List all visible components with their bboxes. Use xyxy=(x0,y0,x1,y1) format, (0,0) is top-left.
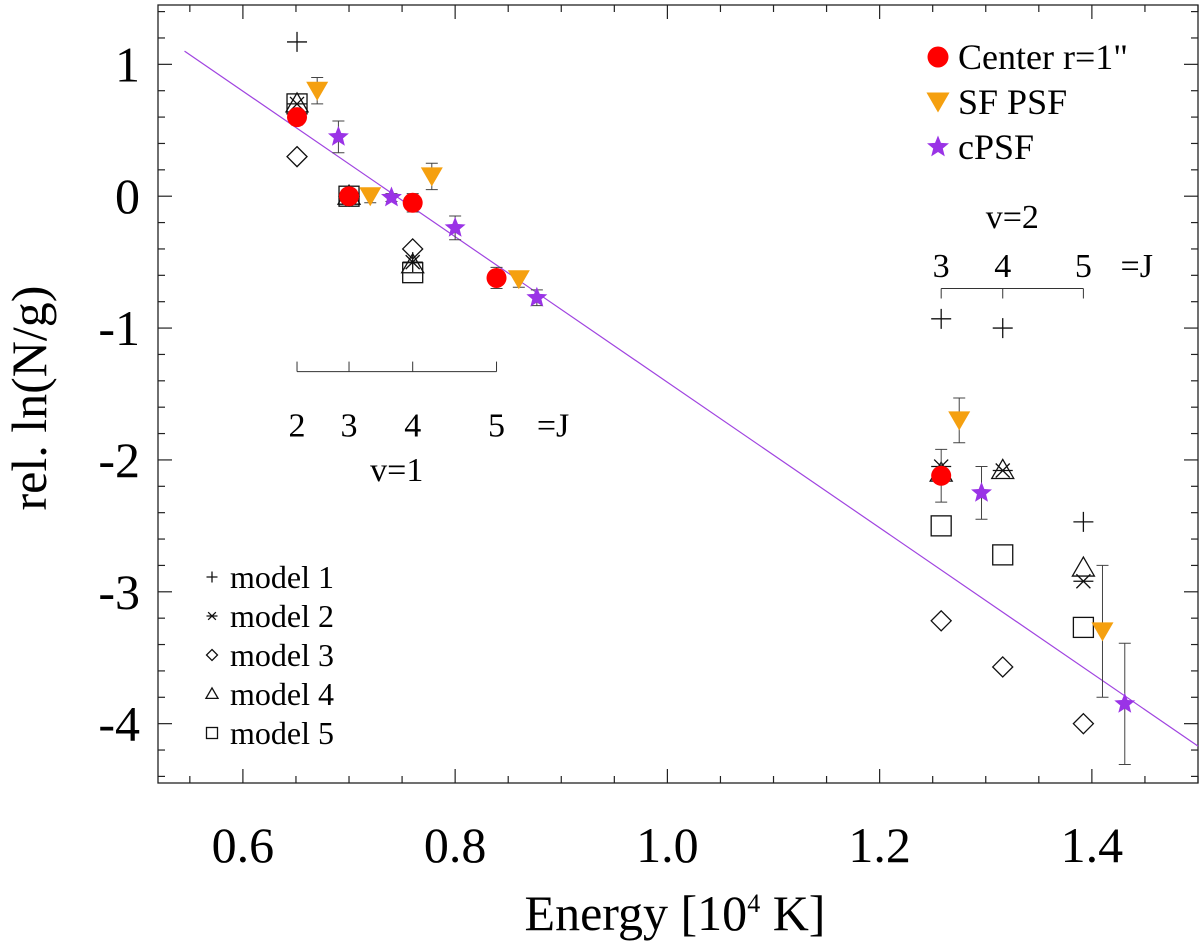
data-point xyxy=(1072,616,1095,639)
legend-label: model 3 xyxy=(230,637,334,673)
data-point xyxy=(402,192,423,213)
plot-frame-group xyxy=(157,4,1199,784)
data-point xyxy=(420,167,443,187)
data-point xyxy=(401,238,424,260)
data-point xyxy=(948,411,971,431)
vibrational-level-label: v=1 xyxy=(370,452,423,489)
x-axis-label: Energy [104 K] xyxy=(525,885,826,941)
data-point xyxy=(1071,555,1096,577)
data-point xyxy=(402,262,424,284)
j-label: 3 xyxy=(933,248,950,285)
legend-marker xyxy=(206,611,218,621)
y-tick-label: -2 xyxy=(98,432,140,488)
y-axis-label: rel. ln(N/g) xyxy=(1,286,57,511)
j-label: 2 xyxy=(289,407,306,444)
data-point xyxy=(992,544,1014,566)
data-point xyxy=(990,458,1015,480)
series-sf-psf xyxy=(306,77,1114,698)
data-point xyxy=(486,267,507,288)
data-point xyxy=(931,465,952,486)
fit-line xyxy=(184,50,1199,747)
annotation-group: 2 3 4 5 =Jv=13 4 5 =Jv=2 xyxy=(289,199,1153,489)
x-tick-label: 1.4 xyxy=(1061,817,1124,873)
legend-marker xyxy=(927,46,949,68)
legend-marker xyxy=(204,686,220,700)
legend-label: model 4 xyxy=(230,676,334,712)
legend-label: model 1 xyxy=(230,559,334,595)
j-label: 3 xyxy=(341,407,358,444)
vibrational-level-label: v=2 xyxy=(986,199,1039,236)
annotation-v1: 2 3 4 5 =J v=1 xyxy=(289,361,569,489)
legend-marker xyxy=(205,648,219,662)
x-axis-label-suffix: K] xyxy=(760,885,825,941)
j-label: 4 xyxy=(404,407,421,444)
fit-line-group xyxy=(184,50,1199,747)
data-point xyxy=(327,125,349,146)
data-point xyxy=(1091,622,1114,642)
series-center-r-1- xyxy=(287,107,952,503)
data-point xyxy=(1114,692,1136,713)
x-axis-label-main: Energy [10 xyxy=(525,885,748,941)
legend-label: SF PSF xyxy=(958,82,1067,122)
j-label: 4 xyxy=(994,248,1011,285)
y-tick-label: -1 xyxy=(98,300,140,356)
data-point xyxy=(287,107,308,128)
j-label: 5 xyxy=(488,407,505,444)
j-suffix: =J xyxy=(1121,248,1153,285)
x-axis-label-sup: 4 xyxy=(747,889,760,918)
y-tick-label: 1 xyxy=(115,36,140,92)
data-marks-group xyxy=(284,31,1136,766)
j-suffix: =J xyxy=(537,407,569,444)
data-point xyxy=(991,656,1014,678)
j-label: 5 xyxy=(1075,248,1092,285)
annotation-v2: 3 4 5 =J v=2 xyxy=(933,199,1153,299)
data-point xyxy=(1072,712,1095,735)
legend-marker xyxy=(927,135,949,157)
data-point xyxy=(526,286,548,307)
y-tick-label: -3 xyxy=(98,564,140,620)
legend-label: model 5 xyxy=(230,715,334,751)
data-point xyxy=(930,515,952,537)
y-tick-label: 0 xyxy=(115,168,140,224)
legend-observations: Center r=1" SF PSF cPSF xyxy=(926,37,1128,167)
data-point xyxy=(931,308,952,329)
data-point xyxy=(286,145,308,168)
x-tick-label: 1.0 xyxy=(636,817,699,873)
data-point xyxy=(507,270,530,290)
x-tick-label: 1.2 xyxy=(848,817,911,873)
data-point xyxy=(1073,511,1094,532)
legend-marker xyxy=(926,92,950,113)
data-point xyxy=(444,216,466,237)
legend-marker xyxy=(205,726,219,740)
legend-label: model 2 xyxy=(230,598,334,634)
legend-marker xyxy=(206,571,218,583)
y-tick-label: -4 xyxy=(98,696,140,752)
data-point xyxy=(992,318,1013,339)
data-point xyxy=(930,609,953,632)
data-point xyxy=(359,187,382,207)
x-tick-label: 0.6 xyxy=(212,817,275,873)
data-point xyxy=(381,186,402,207)
axis-group: Energy [104 K] rel. ln(N/g) 0.6 0.8 1.0 1.2… xyxy=(1,36,1123,941)
data-point xyxy=(339,186,360,207)
legend-label: Center r=1" xyxy=(958,37,1128,77)
data-point xyxy=(287,31,308,52)
x-tick-label: 0.8 xyxy=(424,817,487,873)
plot-frame xyxy=(157,4,1199,784)
legend-label: cPSF xyxy=(958,127,1034,167)
data-point xyxy=(306,81,329,101)
data-point xyxy=(971,481,992,502)
series-cpsf xyxy=(327,120,1136,766)
